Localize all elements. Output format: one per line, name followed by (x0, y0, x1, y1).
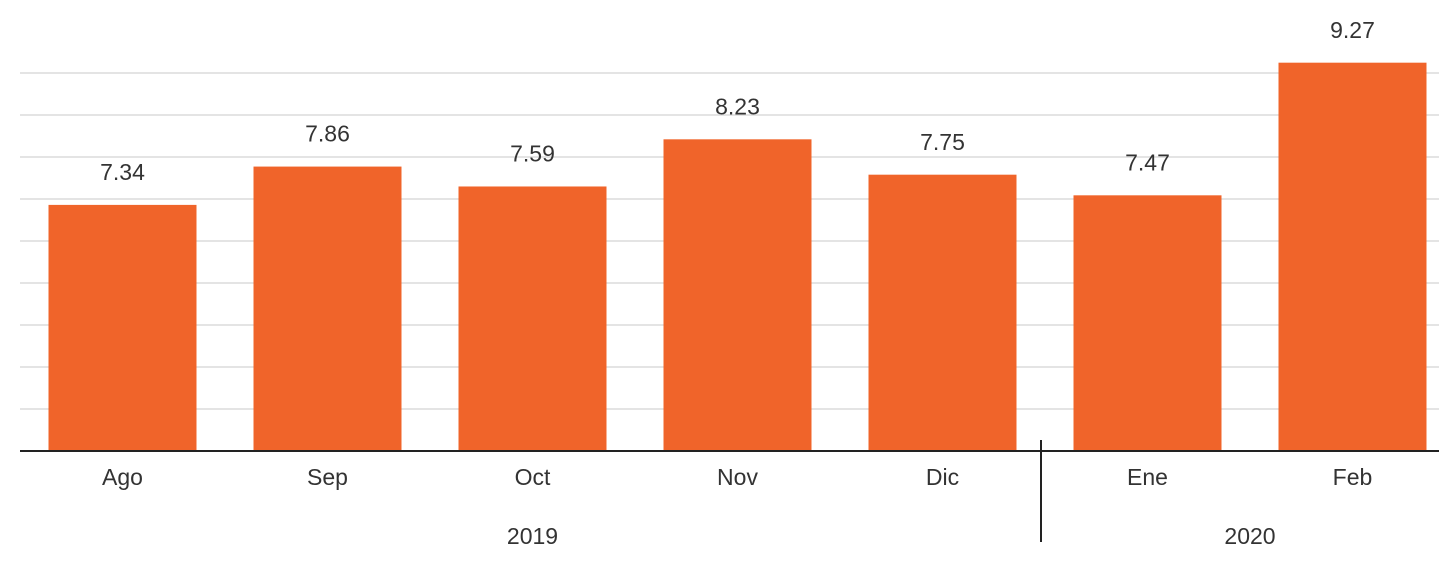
x-tick-label: Ago (102, 464, 143, 490)
x-tick-label: Ene (1127, 464, 1168, 490)
group-label: 2020 (1224, 523, 1275, 549)
value-label: 8.23 (715, 93, 760, 119)
x-tick-label: Dic (926, 464, 959, 490)
x-tick-label: Oct (515, 464, 551, 490)
value-label: 7.47 (1125, 149, 1170, 175)
bar (663, 139, 812, 451)
value-label: 7.86 (305, 121, 350, 147)
value-label: 9.27 (1330, 17, 1375, 43)
bar (1073, 195, 1222, 451)
value-label: 7.59 (510, 141, 555, 167)
bar (868, 174, 1017, 451)
x-tick-label: Feb (1333, 464, 1373, 490)
bar (1278, 62, 1427, 452)
x-tick-label: Sep (307, 464, 348, 490)
group-label: 2019 (507, 523, 558, 549)
bar (48, 204, 197, 451)
bar (253, 166, 402, 451)
value-label: 7.34 (100, 159, 145, 185)
value-label: 7.75 (920, 129, 965, 155)
x-tick-label: Nov (717, 464, 758, 490)
bar (458, 186, 607, 451)
